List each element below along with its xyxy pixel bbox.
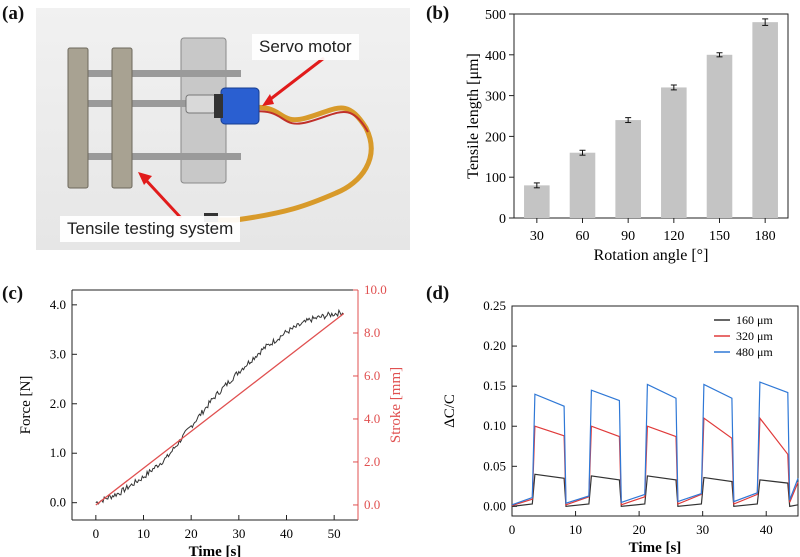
y-tick-label: 4.0 [50,297,66,312]
x-tick-label: 150 [709,229,730,244]
force-series-line [95,308,345,505]
x-tick-label: 20 [633,522,646,537]
x-tick-label: 0 [509,522,516,537]
x-axis-label: Time [s] [189,544,242,557]
legend-label-0: 160 μm [736,313,773,327]
series-line-2 [511,381,799,506]
y-tick-label: 0.00 [483,498,506,513]
y-tick-label: 500 [485,8,506,23]
cable-red-wire [247,110,369,133]
x-tick-label: 10 [137,526,150,541]
servo-arrow-head [262,94,274,106]
y-tick-label: 100 [485,171,506,186]
rod-top [71,70,241,77]
front-plate-2 [111,47,133,189]
y-tick-label: 0.05 [483,458,506,473]
x-tick-label: 30 [696,522,709,537]
rod-middle [71,100,241,107]
coupler [185,94,217,114]
tensile-system-callout: Tensile testing system [60,216,241,242]
y-axis-label: ΔC/C [442,394,458,428]
y-tick-label: 1.0 [50,445,66,460]
y-tick-label: 3.0 [50,346,66,361]
chart-b-tensile-length: 0 100 200 300 400 500 30 60 90 120 150 180 Rotation … [465,8,789,264]
servo-arrow [267,56,325,103]
panel-c-label: (c) [2,283,24,304]
x-tick-label: 120 [663,229,684,244]
y-tick-label: 0 [499,212,506,227]
y-tick-label: 0.10 [483,418,506,433]
servo-motor-callout: Servo motor [252,34,359,60]
x-tick-label: 40 [760,522,773,537]
y-tick-label: 0.20 [483,338,506,353]
bar [661,87,687,218]
y2-tick-label: 0.0 [364,497,380,512]
servo-motor-mount [214,94,223,118]
x-tick-label: 40 [280,526,293,541]
x-tick-label: 90 [621,229,635,244]
x-tick-label: 60 [576,229,590,244]
x-axis-label: Rotation angle [°] [594,247,709,264]
y2-tick-label: 8.0 [364,325,380,340]
x-tick-label: 30 [530,229,544,244]
plot-frame [511,305,799,517]
legend-label-2: 480 μm [736,345,773,359]
bar [615,120,641,218]
tensile-system-photo: Servo motor Tensile testing system [36,8,410,250]
panel-a-label: (a) [2,3,25,24]
chart-d-capacitance: 0 10 20 30 40 0.00 0.05 0.10 0.15 0.20 0.25 160 μm 3… [442,298,799,556]
y-tick-label: 300 [485,90,506,105]
x-tick-label: 50 [328,526,341,541]
x-tick-label: 30 [232,526,245,541]
y2-tick-label: 6.0 [364,368,380,383]
y-tick-label: 0.15 [483,378,506,393]
y2-tick-label: 2.0 [364,454,380,469]
stroke-series-line [95,313,345,506]
x-tick-label: 180 [755,229,776,244]
bar [569,152,596,218]
x-tick-label: 0 [93,526,100,541]
y-tick-label: 400 [485,49,506,64]
series-line-1 [511,416,799,507]
system-arrow-head [138,172,152,185]
x-tick-label: 10 [569,522,582,537]
x-tick-label: 20 [185,526,198,541]
chart-c-force-stroke: 0 10 20 30 40 50 0.0 1.0 2.0 3.0 4.0 0.0 2.0 4.0 6.0 8.… [18,282,404,557]
bar [524,185,550,218]
y-tick-label: 2.0 [50,396,66,411]
front-plate-1 [67,47,89,189]
bar [752,22,778,218]
rod-bottom [71,153,241,160]
series-line-0 [511,473,799,508]
tensile-system-drawing [67,37,374,223]
y-tick-label: 0.0 [50,495,66,510]
plot-frame [513,13,789,219]
panel-b-label: (b) [426,3,450,24]
y-axis-label: Tensile length [μm] [465,53,482,179]
legend-label-1: 320 μm [736,329,773,343]
bar [706,54,733,218]
y2-tick-label: 10.0 [364,282,387,297]
servo-motor-body [220,87,260,125]
y-tick-label: 200 [485,130,506,145]
y-axis-label: Force [N] [18,376,34,435]
x-axis-label: Time [s] [629,540,682,556]
y2-tick-label: 4.0 [364,411,380,426]
panel-d-label: (d) [426,283,450,304]
system-arrow [142,176,183,220]
y2-axis-label: Stroke [mm] [388,367,404,443]
y-tick-label: 0.25 [483,298,506,313]
